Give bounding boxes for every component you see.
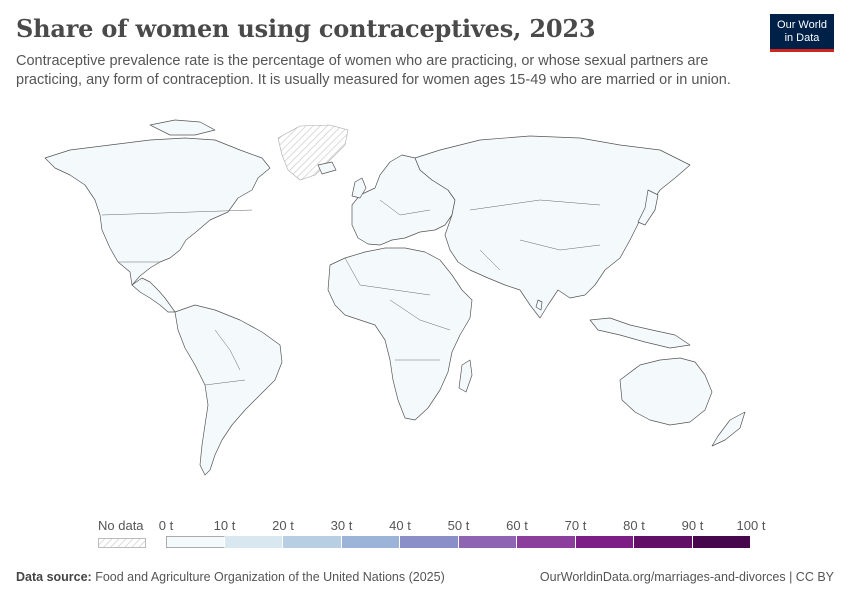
legend-bin[interactable] [634,536,693,548]
sri-lanka[interactable] [535,299,543,311]
legend-tick-label: 100 t [736,518,766,533]
footer-source-label: Data source: [16,570,92,584]
legend-color-scale [166,536,751,548]
new-zealand[interactable] [711,411,746,447]
legend-tick-label: 0 t [158,518,174,533]
footer-source: Data source: Food and Agriculture Organi… [16,570,445,584]
legend-bin[interactable] [575,536,634,548]
legend-tick-label: 90 t [681,518,704,533]
owid-logo[interactable]: Our World in Data [770,14,834,52]
page-title: Share of women using contraceptives, 202… [16,14,596,43]
africa[interactable] [327,247,473,421]
footer-url[interactable]: OurWorldinData.org/marriages-and-divorce… [539,570,834,584]
logo-line-2: in Data [784,32,820,44]
legend-bin[interactable] [341,536,400,548]
asia[interactable] [414,135,691,319]
legend-bin[interactable] [166,536,225,548]
australia[interactable] [619,357,713,426]
central-america[interactable] [131,277,176,313]
country-borders [101,199,601,386]
legend-no-data-swatch [98,538,146,548]
legend-bin[interactable] [283,536,342,548]
footer-source-text[interactable]: Food and Agriculture Organization of the… [95,570,445,584]
legend-bin[interactable] [224,536,283,548]
canadian-arctic[interactable] [149,119,216,136]
iceland[interactable] [317,161,337,175]
north-america[interactable] [44,137,271,286]
legend-bin[interactable] [458,536,517,548]
legend-tick-label: 60 t [506,518,528,533]
legend-tick-label: 40 t [389,518,411,533]
legend-tick-label: 50 t [447,518,470,533]
page-subtitle: Contraceptive prevalence rate is the per… [16,53,731,88]
greenland[interactable] [277,124,349,181]
legend-bin[interactable] [517,536,576,548]
legend-tick-label: 70 t [564,518,587,533]
uk-ireland[interactable] [351,177,367,199]
legend-tick-label: 20 t [272,518,294,533]
world-map[interactable] [0,118,850,513]
legend-tick-label: 10 t [213,518,236,533]
south-america[interactable] [174,304,283,476]
madagascar[interactable] [458,359,473,393]
japan[interactable] [637,189,659,226]
legend-bin[interactable] [692,536,751,548]
legend-bin[interactable] [400,536,459,548]
legend-tick-label: 80 t [623,518,645,533]
logo-line-1: Our World [777,19,827,31]
indonesia[interactable] [589,317,691,349]
legend-tick-label: 30 t [330,518,353,533]
legend-no-data-label: No data [98,518,144,533]
